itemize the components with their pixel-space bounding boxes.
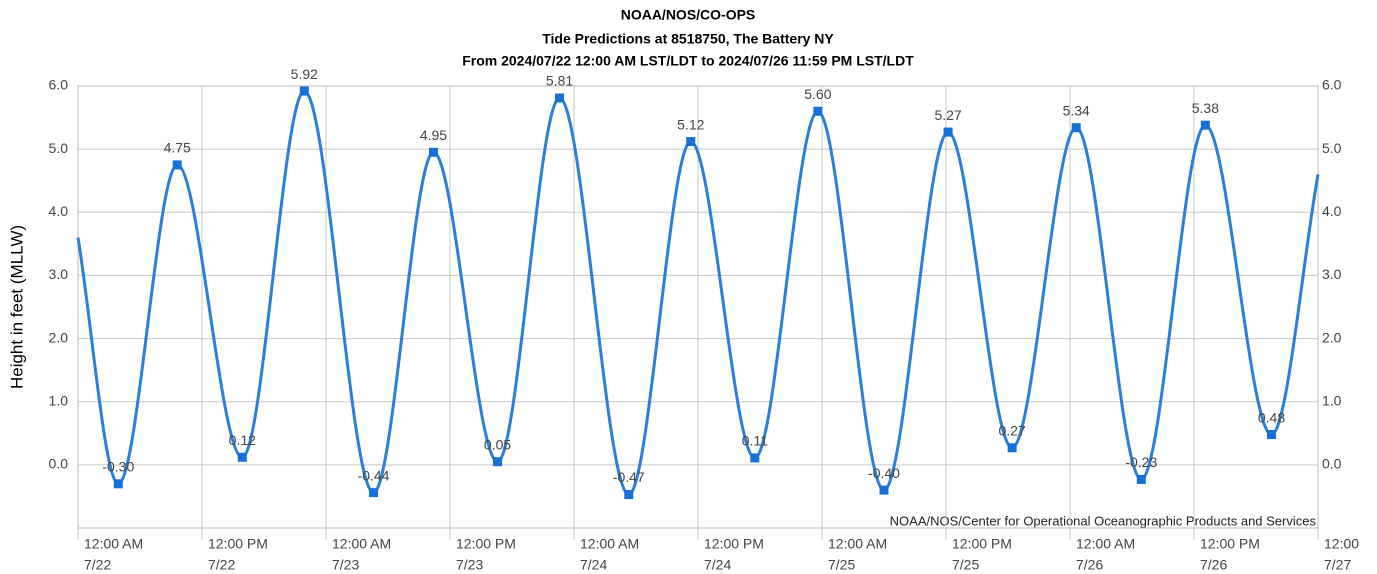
value-label: 5.92 (291, 66, 318, 82)
value-label: 5.27 (934, 107, 961, 123)
x-tick-label: 12:00 PM (456, 536, 516, 552)
x-tick-label: 12:00 AM (332, 536, 391, 552)
chart-subtitle: Tide Predictions at 8518750, The Battery… (542, 31, 834, 47)
y-tick-label: 1.0 (49, 392, 69, 408)
y-tick-label: 5.0 (49, 140, 69, 156)
value-label: 0.12 (229, 432, 256, 448)
value-label: 5.60 (804, 86, 831, 102)
value-label: 0.05 (484, 436, 511, 452)
x-tick-label: 12:00 PM (208, 536, 268, 552)
y2-tick-label: 1.0 (1322, 392, 1342, 408)
credit: NOAA/NOS/Center for Operational Oceanogr… (890, 513, 1317, 528)
value-label: 4.75 (164, 140, 191, 156)
x-tick-label: 7/27 (1324, 557, 1351, 573)
value-label: 0.11 (742, 433, 768, 449)
y-tick-label: 3.0 (49, 266, 69, 282)
tide-marker (943, 127, 953, 137)
tide-marker (428, 147, 438, 157)
tide-marker (1007, 443, 1017, 453)
tide-marker (686, 137, 696, 147)
value-label: 5.34 (1063, 102, 1090, 118)
y2-tick-label: 2.0 (1322, 329, 1342, 345)
x-tick-label: 12:00 PM (952, 536, 1012, 552)
x-tick-label: 7/24 (704, 557, 731, 573)
tide-marker (1071, 123, 1081, 133)
x-tick-label: 7/26 (1076, 557, 1103, 573)
value-label: 5.81 (546, 73, 573, 89)
y2-tick-label: 0.0 (1322, 456, 1342, 472)
x-tick-label: 12:00 AM (580, 536, 639, 552)
tide-marker (493, 457, 503, 467)
tide-marker (113, 479, 123, 489)
x-tick-label: 12:00 AM (1076, 536, 1135, 552)
value-label: 0.48 (1258, 409, 1285, 425)
y2-tick-label: 4.0 (1322, 203, 1342, 219)
x-tick-label: 12:00 AM (84, 536, 143, 552)
tide-marker (750, 453, 760, 463)
y-tick-label: 0.0 (49, 456, 69, 472)
tide-marker (1267, 430, 1276, 440)
tide-marker (299, 86, 309, 96)
value-label: 4.95 (420, 127, 447, 143)
x-tick-label: 7/24 (580, 557, 607, 573)
x-tick-label: 7/22 (208, 557, 235, 573)
x-tick-label: 7/23 (456, 557, 483, 573)
y2-tick-label: 3.0 (1322, 266, 1342, 282)
value-label: 0.27 (999, 423, 1026, 439)
x-tick-label: 7/26 (1200, 557, 1227, 573)
chart-subtitle: From 2024/07/22 12:00 AM LST/LDT to 2024… (462, 53, 914, 69)
x-tick-label: 7/23 (332, 557, 359, 573)
value-label: -0.44 (358, 467, 390, 483)
value-label: -0.23 (1125, 454, 1157, 470)
y-tick-label: 4.0 (49, 203, 69, 219)
y-axis-label: Height in feet (MLLW) (7, 225, 26, 389)
value-label: 5.12 (677, 116, 704, 132)
x-tick-label: 7/25 (952, 557, 979, 573)
y-tick-label: 6.0 (49, 77, 69, 93)
tide-marker (879, 485, 889, 495)
tide-marker (369, 488, 379, 498)
value-label: -0.40 (868, 465, 900, 481)
tide-marker (1200, 120, 1210, 130)
tide-marker (172, 160, 182, 170)
x-tick-label: 12:00 (1324, 536, 1359, 552)
tide-marker (813, 106, 823, 116)
x-tick-label: 12:00 PM (704, 536, 764, 552)
tide-marker (237, 452, 247, 462)
tide-marker (624, 490, 634, 500)
y-tick-label: 2.0 (49, 329, 69, 345)
x-tick-label: 7/25 (828, 557, 855, 573)
tide-marker (555, 93, 565, 103)
x-tick-label: 12:00 AM (828, 536, 887, 552)
value-label: -0.47 (613, 469, 645, 485)
plot-frame (77, 85, 1319, 529)
x-tick-label: 7/22 (84, 557, 111, 573)
x-tick-label: 12:00 PM (1200, 536, 1260, 552)
y2-tick-label: 6.0 (1322, 77, 1342, 93)
value-label: 5.38 (1192, 100, 1219, 116)
chart-title: NOAA/NOS/CO-OPS (621, 7, 756, 23)
tide-marker (1136, 474, 1146, 484)
y2-tick-label: 5.0 (1322, 140, 1342, 156)
value-label: -0.30 (102, 459, 134, 475)
